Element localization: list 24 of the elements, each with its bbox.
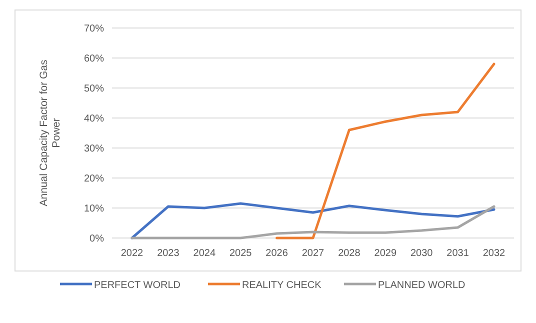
legend-label: PLANNED WORLD [378,280,466,291]
y-tick-label: 30% [84,144,104,154]
x-tick-label: 2029 [374,248,397,259]
x-tick-label: 2031 [446,248,470,259]
y-tick-label: 70% [84,24,104,34]
y-tick-label: 40% [84,114,104,124]
y-tick-label: 0% [90,234,104,244]
y-tick-label: 50% [84,84,104,94]
x-tick-label: 2022 [120,248,144,259]
x-tick-label: 2024 [193,248,216,259]
y-tick-label: 10% [84,204,104,214]
x-tick-label: 2027 [302,248,325,259]
x-tick-label: 2032 [482,248,506,259]
x-tick-label: 2025 [229,248,252,259]
y-tick-label: 60% [84,54,104,64]
x-tick-label: 2023 [157,248,180,259]
x-tick-label: 2028 [338,248,361,259]
line-series [276,62,496,240]
legend-label: PERFECT WORLD [94,280,180,291]
y-axis-title: Annual Capacity Factor for Gas Power [38,60,63,206]
legend-label: REALITY CHECK [242,280,322,291]
x-tick-label: 2026 [266,248,288,259]
y-tick-label: 20% [84,174,104,184]
x-tick-label: 2030 [410,248,434,259]
